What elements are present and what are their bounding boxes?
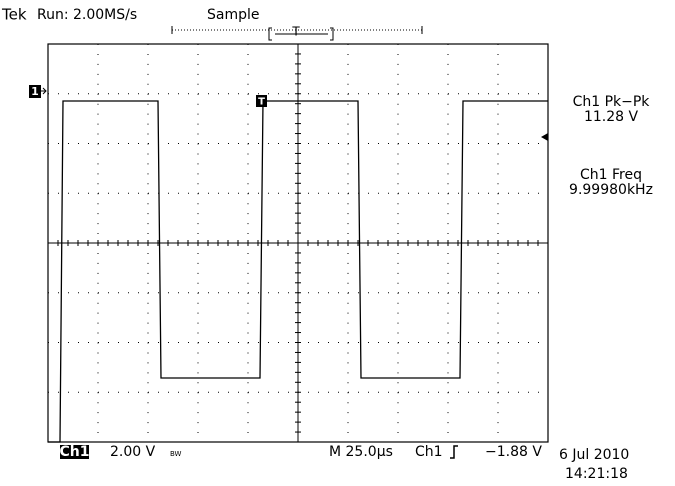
trigger-marker: T	[258, 97, 265, 108]
brand: Tek	[1, 6, 27, 24]
waveform	[48, 100, 548, 443]
volts-per-div: 2.00 V	[110, 444, 156, 460]
bandwidth-limit: BW	[170, 450, 182, 458]
measurement-label: Ch1 Freq	[580, 167, 642, 183]
measurement-value: 11.28 V	[584, 109, 639, 125]
trigger-level: −1.88 V	[485, 444, 542, 460]
channel-arrow	[41, 87, 47, 95]
trigger-level-arrow	[541, 133, 548, 141]
channel-label: Ch1	[60, 444, 90, 460]
record-window	[268, 27, 334, 41]
timebase: M 25.0µs	[329, 444, 393, 460]
trigger-position: T	[291, 25, 300, 39]
channel-marker-box	[29, 85, 41, 98]
acquisition-rate: Run: 2.00MS/s	[37, 7, 137, 23]
date: 6 Jul 2010	[559, 447, 629, 463]
time: 14:21:18	[565, 466, 628, 482]
trigger-source: Ch1	[415, 444, 443, 460]
measurement-value: 9.99980kHz	[569, 182, 653, 198]
channel-box	[60, 445, 89, 459]
acquisition-mode: Sample	[207, 7, 260, 23]
channel-marker: 1	[31, 85, 39, 98]
graticule	[47, 43, 549, 443]
trigger-marker-box	[256, 95, 267, 107]
measurement-label: Ch1 Pk−Pk	[573, 94, 651, 110]
trigger-slope	[450, 445, 458, 459]
